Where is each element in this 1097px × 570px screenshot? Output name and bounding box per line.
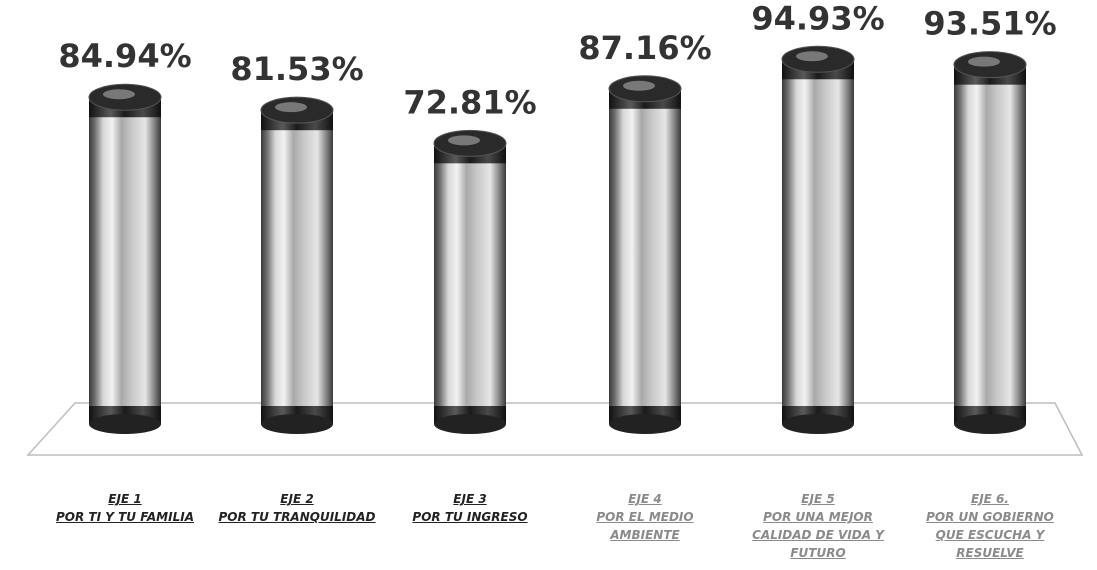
- bar-eje-5: [781, 45, 855, 434]
- value-label: 94.93%: [751, 0, 884, 37]
- value-label: 93.51%: [923, 5, 1056, 43]
- bar-cap-shine: [968, 56, 1000, 67]
- value-label: 72.81%: [403, 83, 536, 121]
- category-label-eje-5: EJE 5 POR UNA MEJOR CALIDAD DE VIDA Y FUTUR…: [718, 490, 918, 562]
- category-label-line: EJE 1: [108, 492, 142, 506]
- category-label-line: FUTURO: [790, 546, 846, 560]
- bar-body: [434, 143, 506, 420]
- bar-bottom: [954, 414, 1026, 434]
- bar-cap-shine: [448, 135, 480, 146]
- bar-cap-shine: [796, 51, 828, 62]
- bar-eje-3: [433, 129, 507, 434]
- category-label-line: AMBIENTE: [610, 528, 680, 542]
- category-label-line: EJE 5: [801, 492, 835, 506]
- category-label-line: POR UN GOBIERNO: [926, 510, 1054, 524]
- value-label: 81.53%: [230, 50, 363, 88]
- bar-eje-6: [953, 51, 1027, 434]
- bar-body: [954, 64, 1026, 421]
- bar-bottom: [89, 414, 161, 434]
- category-label-line: QUE ESCUCHA Y: [935, 528, 1045, 542]
- category-label-line: POR TU INGRESO: [412, 510, 528, 524]
- bar-body: [89, 97, 161, 420]
- category-label-line: EJE 4: [628, 492, 662, 506]
- value-label: 84.94%: [58, 37, 191, 75]
- bar-cap-shine: [103, 89, 135, 100]
- bar-body: [609, 88, 681, 421]
- category-label-line: POR TI Y TU FAMILIA: [56, 510, 194, 524]
- category-label-line: EJE 6.: [971, 492, 1009, 506]
- bar-eje-4: [608, 75, 682, 434]
- category-label-eje-6: EJE 6. POR UN GOBIERNO QUE ESCUCHA Y RESUEL…: [890, 490, 1090, 562]
- chart-floor: [26, 402, 1084, 456]
- category-label-line: POR EL MEDIO: [596, 510, 694, 524]
- category-label-eje-4: EJE 4 POR EL MEDIO AMBIENTE: [545, 490, 745, 544]
- category-label-eje-3: EJE 3 POR TU INGRESO: [370, 490, 570, 526]
- bar-bottom: [261, 414, 333, 434]
- bar-body: [782, 59, 854, 421]
- value-label: 87.16%: [578, 29, 711, 67]
- category-label-line: EJE 3: [453, 492, 487, 506]
- category-label-line: RESUELVE: [956, 546, 1024, 560]
- bar-eje-2: [260, 96, 334, 434]
- bar-bottom: [609, 414, 681, 434]
- category-label-line: POR TU TRANQUILIDAD: [218, 510, 376, 524]
- bar-cap-shine: [275, 102, 307, 113]
- category-label-line: CALIDAD DE VIDA Y: [752, 528, 884, 542]
- category-label-eje-2: EJE 2 POR TU TRANQUILIDAD: [197, 490, 397, 526]
- category-label-eje-1: EJE 1 POR TI Y TU FAMILIA: [25, 490, 225, 526]
- bar-cap-shine: [623, 80, 655, 91]
- bar-body: [261, 110, 333, 420]
- bar-eje-1: [88, 83, 162, 434]
- category-label-line: EJE 2: [280, 492, 314, 506]
- category-label-line: POR UNA MEJOR: [763, 510, 873, 524]
- bar-bottom: [434, 414, 506, 434]
- bar-bottom: [782, 414, 854, 434]
